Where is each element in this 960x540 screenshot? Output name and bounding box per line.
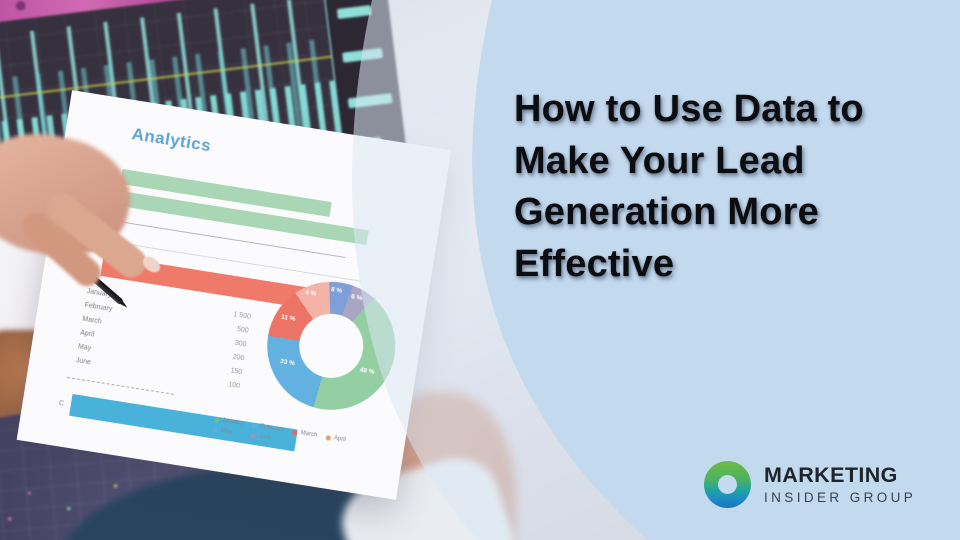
logo-name: MARKETING <box>764 463 898 488</box>
title-line: Make Your Lead <box>514 139 805 182</box>
logo-ring-icon <box>704 461 751 508</box>
logo-text: MARKETING INSIDER GROUP <box>764 464 916 505</box>
logo-subtitle: INSIDER GROUP <box>764 489 917 505</box>
title-line: How to Use Data to <box>514 88 864 130</box>
marketing-insider-group-logo: MARKETING INSIDER GROUP <box>704 461 916 508</box>
logo-ring-hole <box>718 475 737 494</box>
title-line: Effective <box>514 243 675 286</box>
title-line: Generation More <box>514 191 819 234</box>
page-title: How to Use Data to Make Your Lead Genera… <box>514 84 954 291</box>
